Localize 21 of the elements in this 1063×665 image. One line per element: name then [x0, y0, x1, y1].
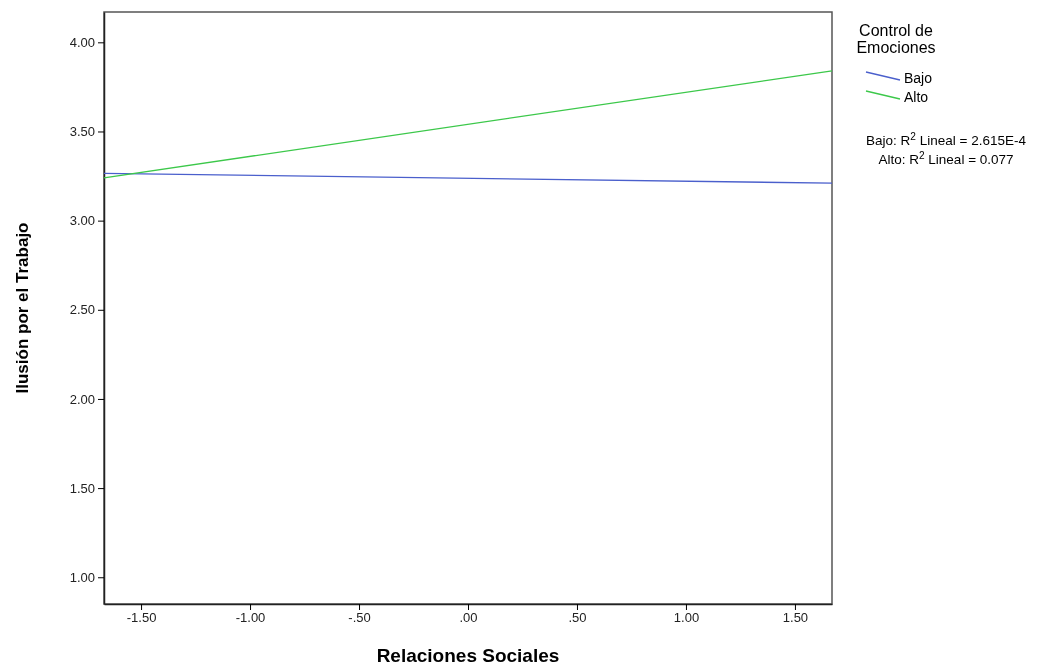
- y-tick-label: 2.50: [69, 302, 95, 318]
- y-tick-label: 3.00: [69, 213, 95, 229]
- y-axis-title: Ilusión por el Trabajo: [13, 222, 32, 394]
- legend-title: Control de Emociones: [856, 22, 936, 56]
- y-tick-label: 1.00: [69, 569, 95, 585]
- text: Bajo: R$^{2}$ Lineal = 2.615E-4: [866, 130, 1027, 148]
- x-axis-title: Relaciones Sociales: [376, 645, 560, 665]
- x-tick-label: 1.50: [782, 610, 809, 626]
- x-tick-label: .50: [568, 610, 587, 626]
- legend-label: Alto: [904, 89, 929, 105]
- y-tick-label: 4.00: [69, 34, 95, 50]
- y-tick-label: 3.50: [69, 124, 95, 140]
- x-tick-label: -1.00: [235, 610, 266, 626]
- text: Alto: R$^{2}$ Lineal = 0.077: [878, 149, 1014, 167]
- x-tick-label: .00: [459, 610, 478, 626]
- x-tick-label: -1.50: [126, 610, 157, 626]
- y-tick-label: 2.00: [69, 391, 95, 407]
- legend-label: Bajo: [904, 70, 933, 86]
- x-tick-label: -.50: [348, 610, 371, 626]
- y-tick-label: 1.50: [69, 480, 95, 496]
- x-tick-label: 1.00: [673, 610, 700, 626]
